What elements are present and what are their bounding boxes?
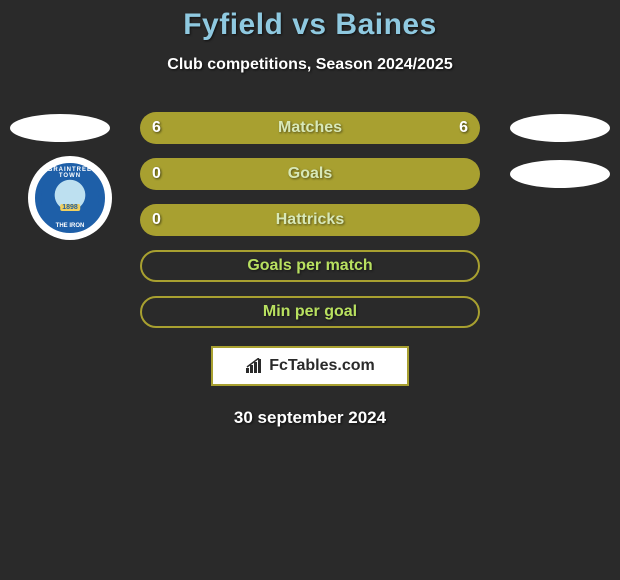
- stat-value-left: 6: [152, 119, 161, 137]
- stat-label: Hattricks: [276, 211, 344, 229]
- stat-row: Min per goal: [0, 296, 620, 328]
- stat-bar: Min per goal: [140, 296, 480, 328]
- side-ellipse-right: [510, 114, 610, 142]
- subtitle: Club competitions, Season 2024/2025: [0, 56, 620, 74]
- footer-date: 30 september 2024: [0, 408, 620, 428]
- side-ellipse-right: [510, 160, 610, 188]
- stat-row: Hattricks 0: [0, 204, 620, 236]
- bar-chart-icon: [245, 358, 265, 374]
- attribution-logo: FcTables.com: [211, 346, 409, 386]
- stat-value-right: 6: [459, 119, 468, 137]
- side-ellipse-left: [10, 114, 110, 142]
- comparison-card: Fyfield vs Baines Club competitions, Sea…: [0, 0, 620, 428]
- stat-bar: Goals per match: [140, 250, 480, 282]
- stat-label: Matches: [278, 119, 342, 137]
- stat-label: Min per goal: [263, 303, 357, 321]
- stat-bar: Goals 0: [140, 158, 480, 190]
- attribution-label: FcTables.com: [269, 357, 375, 375]
- stat-row: Goals per match: [0, 250, 620, 282]
- stat-label: Goals: [288, 165, 332, 183]
- stat-bar: Hattricks 0: [140, 204, 480, 236]
- stat-label: Goals per match: [247, 257, 372, 275]
- attribution-text: FcTables.com: [245, 357, 375, 375]
- page-title: Fyfield vs Baines: [0, 8, 620, 42]
- stat-row: Matches 6 6: [0, 112, 620, 144]
- stats-area: BRAINTREE TOWN 1898 THE IRON Matches66Go…: [0, 112, 620, 328]
- stat-value-left: 0: [152, 211, 161, 229]
- stat-bar: Matches 6 6: [140, 112, 480, 144]
- stat-value-left: 0: [152, 165, 161, 183]
- stat-row: Goals 0: [0, 158, 620, 190]
